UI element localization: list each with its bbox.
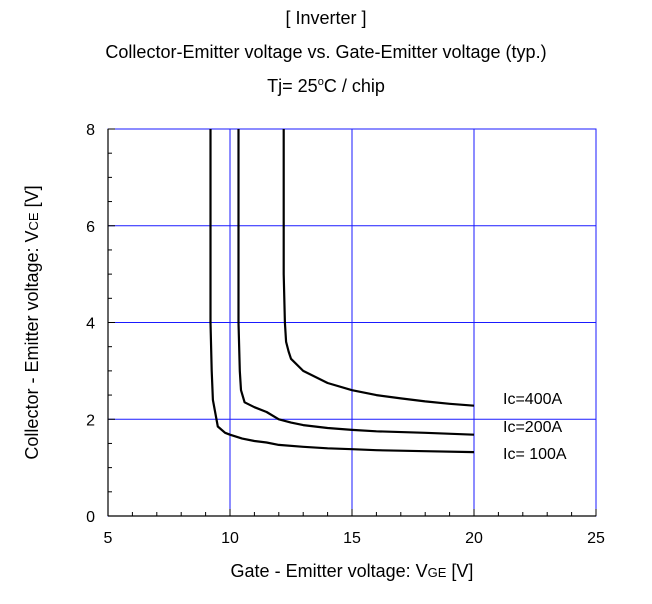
y-axis-label-unit: [V] bbox=[22, 185, 42, 212]
y-tick-label-2: 2 bbox=[86, 412, 95, 429]
condition-text-post: C / chip bbox=[323, 76, 385, 96]
x-tick-label-20: 20 bbox=[465, 530, 483, 547]
condition-text-pre: Tj= 25 bbox=[267, 76, 318, 96]
x-tick-label-15: 15 bbox=[343, 530, 361, 547]
y-tick-label-6: 6 bbox=[86, 219, 95, 236]
y-tick-label-4: 4 bbox=[86, 316, 95, 333]
y-axis-label: Collector - Emitter voltage: VCE [V] bbox=[22, 185, 42, 459]
y-axis-label-sub: CE bbox=[26, 212, 41, 230]
x-tick-label-5: 5 bbox=[104, 530, 113, 547]
x-axis-label-unit: [V] bbox=[446, 561, 473, 581]
x-tick-label-25: 25 bbox=[587, 530, 605, 547]
chart-title-inverter: [ Inverter ] bbox=[285, 8, 367, 28]
x-axis-label-sub: GE bbox=[428, 565, 447, 580]
chart-title-main: Collector-Emitter voltage vs. Gate-Emitt… bbox=[105, 42, 547, 62]
series-line-ic-100a bbox=[209, 129, 475, 454]
y-tick-label-8: 8 bbox=[86, 122, 95, 139]
chart-subtitle-condition: Tj= 25oC / chip bbox=[0, 76, 652, 97]
degree-superscript: o bbox=[317, 76, 324, 88]
x-axis-label-main: Gate - Emitter voltage: V bbox=[231, 561, 428, 581]
y-tick-label-0: 0 bbox=[86, 509, 95, 526]
series-label-0: Ic=400A bbox=[503, 391, 562, 408]
x-tick-label-10: 10 bbox=[221, 530, 239, 547]
series-label-1: Ic=200A bbox=[503, 419, 562, 436]
series-label-2: Ic= 100A bbox=[503, 446, 567, 463]
x-axis-label: Gate - Emitter voltage: VGE [V] bbox=[231, 561, 474, 581]
y-axis-label-main: Collector - Emitter voltage: V bbox=[22, 231, 42, 460]
series-line-ic-200a bbox=[237, 129, 475, 436]
series-line-ic-400a bbox=[282, 129, 475, 407]
